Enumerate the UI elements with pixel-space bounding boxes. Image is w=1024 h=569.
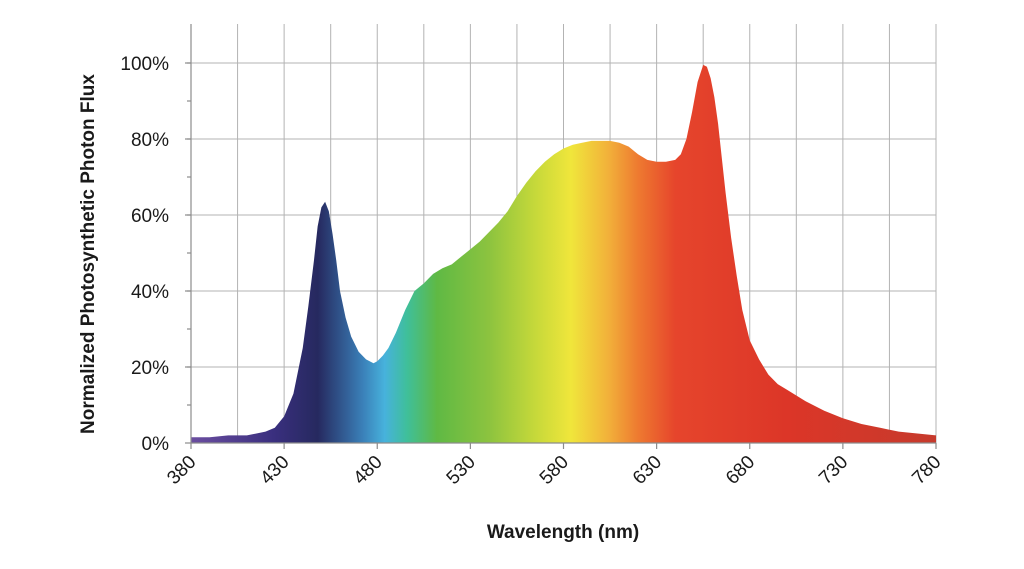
x-tick-label: 430 bbox=[256, 452, 293, 489]
x-axis-label: Wavelength (nm) bbox=[487, 522, 639, 543]
y-tick-label: 100% bbox=[120, 54, 169, 75]
y-tick-label: 40% bbox=[131, 282, 169, 303]
y-tick-label: 60% bbox=[131, 206, 169, 227]
axes bbox=[185, 24, 937, 449]
y-axis-label: Normalized Photosynthetic Photon Flux bbox=[78, 74, 99, 434]
x-tick-labels: 380 430 480 530 580 630 680 730 780 bbox=[163, 452, 945, 489]
y-tick-label: 0% bbox=[142, 434, 170, 455]
y-tick-labels: 0% 20% 40% 60% 80% 100% bbox=[120, 54, 169, 455]
x-tick-label: 480 bbox=[350, 452, 387, 489]
y-tick-label: 80% bbox=[131, 130, 169, 151]
x-tick-label: 530 bbox=[443, 452, 480, 489]
series-area-layer bbox=[191, 64, 936, 444]
x-tick-label: 630 bbox=[629, 452, 666, 489]
x-tick-label: 680 bbox=[722, 452, 759, 489]
x-tick-label: 580 bbox=[536, 452, 573, 489]
x-tick-label: 380 bbox=[163, 452, 200, 489]
x-tick-label: 780 bbox=[908, 452, 945, 489]
x-tick-label: 730 bbox=[815, 452, 852, 489]
spectrum-area bbox=[191, 64, 936, 444]
y-tick-label: 20% bbox=[131, 358, 169, 379]
